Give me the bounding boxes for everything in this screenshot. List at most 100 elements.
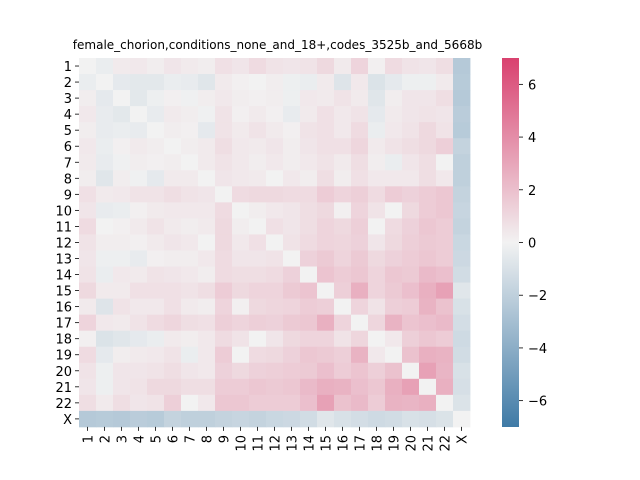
heatmap-cell-12-2 [96, 234, 114, 251]
heatmap-cell-2-18 [368, 74, 386, 91]
heatmap-cell-13-10 [232, 250, 250, 267]
y-tick-label: 18 [55, 333, 72, 348]
heatmap-cell-X-13 [283, 410, 301, 428]
heatmap-cell-21-14 [300, 378, 318, 396]
heatmap-cell-7-12 [266, 154, 284, 171]
colorbar-tick-label: −6 [528, 395, 547, 410]
heatmap-cell-13-2 [96, 250, 114, 267]
heatmap-cell-16-2 [96, 298, 114, 316]
heatmap-cell-11-13 [283, 218, 301, 235]
heatmap-cell-15-1 [79, 282, 97, 299]
heatmap-cell-1-17 [351, 58, 369, 75]
heatmap-cell-18-21 [419, 330, 437, 348]
heatmap-cell-8-3 [113, 170, 131, 187]
heatmap-cell-1-20 [402, 58, 420, 75]
heatmap-cell-X-17 [351, 410, 369, 428]
heatmap-cell-7-19 [385, 154, 403, 171]
heatmap-cell-5-2 [96, 122, 114, 139]
heatmap-cell-11-20 [402, 218, 420, 235]
heatmap-cell-4-7 [181, 106, 199, 123]
heatmap-cell-18-1 [79, 330, 97, 348]
heatmap-cell-21-3 [113, 378, 131, 396]
heatmap-cell-10-9 [215, 202, 233, 219]
heatmap-cell-9-18 [368, 186, 386, 203]
heatmap-cell-15-12 [266, 282, 284, 299]
heatmap-cell-3-8 [198, 90, 216, 107]
heatmap-cell-9-21 [419, 186, 437, 203]
heatmap-cell-22-20 [402, 394, 420, 412]
heatmap-cell-17-22 [436, 314, 454, 332]
heatmap-cell-X-16 [334, 410, 352, 428]
heatmap-cell-2-7 [181, 74, 199, 91]
heatmap-cell-3-1 [79, 90, 97, 107]
heatmap-cell-11-4 [130, 218, 148, 235]
heatmap-cell-11-21 [419, 218, 437, 235]
heatmap-cell-19-8 [198, 346, 216, 364]
y-tick-label: 9 [64, 188, 72, 203]
heatmap-cell-4-9 [215, 106, 233, 123]
heatmap-cell-17-15 [317, 314, 335, 332]
heatmap-cell-10-X [453, 202, 471, 219]
heatmap-cell-X-21 [419, 410, 437, 428]
heatmap-cell-1-21 [419, 58, 437, 75]
heatmap-cell-X-19 [385, 410, 403, 428]
y-tick-label: 17 [55, 317, 72, 332]
heatmap-cell-14-13 [283, 266, 301, 283]
heatmap-cell-21-2 [96, 378, 114, 396]
heatmap-cell-3-7 [181, 90, 199, 107]
heatmap-cell-18-14 [300, 330, 318, 348]
heatmap-cell-9-17 [351, 186, 369, 203]
heatmap-cell-1-X [453, 58, 471, 75]
heatmap-cell-12-20 [402, 234, 420, 251]
heatmap-cell-9-X [453, 186, 471, 203]
heatmap-cell-2-X [453, 74, 471, 91]
heatmap-cell-17-14 [300, 314, 318, 332]
heatmap-cell-8-18 [368, 170, 386, 187]
heatmap-cell-7-21 [419, 154, 437, 171]
heatmap-cell-9-9 [215, 186, 233, 203]
heatmap-cell-19-12 [266, 346, 284, 364]
heatmap-cell-10-2 [96, 202, 114, 219]
heatmap-cell-6-14 [300, 138, 318, 155]
heatmap-cell-20-2 [96, 362, 114, 380]
heatmap-cell-7-1 [79, 154, 97, 171]
x-tick-label: 20 [405, 435, 420, 452]
heatmap-cell-20-12 [266, 362, 284, 380]
heatmap-cell-X-11 [249, 410, 267, 428]
heatmap-cell-7-X [453, 154, 471, 171]
heatmap-cell-22-8 [198, 394, 216, 412]
heatmap-cell-14-9 [215, 266, 233, 283]
heatmap-cell-11-1 [79, 218, 97, 235]
heatmap-cell-13-11 [249, 250, 267, 267]
heatmap-cell-22-10 [232, 394, 250, 412]
heatmap-cell-4-12 [266, 106, 284, 123]
heatmap-cell-19-18 [368, 346, 386, 364]
heatmap-cell-12-15 [317, 234, 335, 251]
heatmap-cell-16-12 [266, 298, 284, 316]
heatmap-cell-8-9 [215, 170, 233, 187]
heatmap-cell-3-19 [385, 90, 403, 107]
heatmap-cell-15-22 [436, 282, 454, 299]
heatmap-cell-20-6 [164, 362, 182, 380]
y-tick-label: 5 [64, 124, 72, 139]
heatmap-cell-8-1 [79, 170, 97, 187]
heatmap-cell-6-1 [79, 138, 97, 155]
heatmap-cell-4-16 [334, 106, 352, 123]
heatmap-cell-4-6 [164, 106, 182, 123]
heatmap-cell-21-21 [419, 378, 437, 396]
heatmap-cell-20-4 [130, 362, 148, 380]
heatmap-cell-15-15 [317, 282, 335, 299]
heatmap-cell-20-10 [232, 362, 250, 380]
heatmap-cell-18-13 [283, 330, 301, 348]
heatmap-cell-X-15 [317, 410, 335, 428]
heatmap-cell-16-17 [351, 298, 369, 316]
heatmap-cell-3-17 [351, 90, 369, 107]
heatmap-cell-22-16 [334, 394, 352, 412]
heatmap-cell-15-14 [300, 282, 318, 299]
heatmap-cell-14-18 [368, 266, 386, 283]
heatmap-cell-22-1 [79, 394, 97, 412]
heatmap-cell-5-11 [249, 122, 267, 139]
heatmap-cell-9-16 [334, 186, 352, 203]
heatmap-cell-5-20 [402, 122, 420, 139]
y-tick-label: 11 [55, 220, 72, 235]
